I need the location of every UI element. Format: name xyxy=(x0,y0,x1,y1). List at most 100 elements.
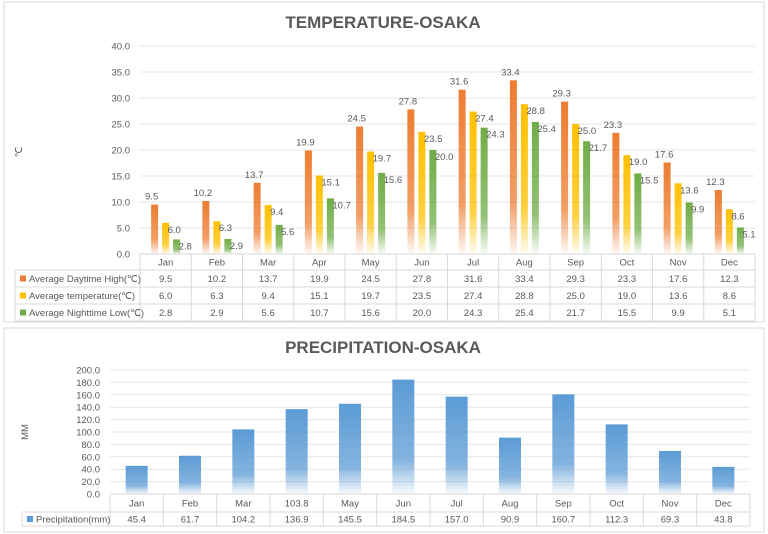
bar-jun xyxy=(429,150,437,254)
bar-dec xyxy=(725,209,733,254)
bar-nov xyxy=(685,202,693,254)
y-tick-label: 30.0 xyxy=(112,94,131,105)
data-label: 29.3 xyxy=(552,89,571,100)
bar-dec xyxy=(712,466,735,494)
data-label: 2.8 xyxy=(179,241,192,252)
precipitation-panel xyxy=(3,327,765,533)
y-tick-label: 25.0 xyxy=(112,120,131,131)
category-label: Feb xyxy=(182,499,198,510)
table-cell: 104.2 xyxy=(231,515,255,526)
data-label: 15.6 xyxy=(384,175,403,186)
data-label: 8.6 xyxy=(731,211,744,222)
y-tick-label: 160.0 xyxy=(76,390,100,401)
category-label: 103.8 xyxy=(285,499,309,510)
table-cell: 25.4 xyxy=(515,308,534,319)
legend-entry: Average temperature(℃) xyxy=(29,291,135,302)
data-label: 6.3 xyxy=(219,223,232,234)
y-tick-label: 80.0 xyxy=(82,440,101,451)
category-label: Aug xyxy=(516,258,533,269)
bar-may xyxy=(356,126,364,254)
y-tick-label: 120.0 xyxy=(76,415,100,426)
table-cell: 28.8 xyxy=(515,291,534,302)
category-label: May xyxy=(362,258,380,269)
table-cell: 10.2 xyxy=(208,274,227,285)
bar-jun xyxy=(418,131,426,254)
table-cell: 15.5 xyxy=(618,308,637,319)
data-label: 31.6 xyxy=(450,77,469,88)
table-cell: 19.0 xyxy=(618,291,637,302)
table-cell: 17.6 xyxy=(669,274,688,285)
table-cell: 90.9 xyxy=(501,515,520,526)
table-cell: 19.9 xyxy=(310,274,329,285)
y-tick-label: 180.0 xyxy=(76,378,100,389)
data-label: 13.7 xyxy=(245,170,264,181)
bar-oct xyxy=(634,173,642,254)
table-cell: 24.3 xyxy=(464,308,483,319)
y-tick-label: 0.0 xyxy=(117,250,130,261)
table-cell: 20.0 xyxy=(413,308,432,319)
precipitation-ylabel: MM xyxy=(20,424,31,440)
y-tick-label: 140.0 xyxy=(76,403,100,414)
bar-sep xyxy=(552,394,575,494)
table-cell: 21.7 xyxy=(566,308,585,319)
legend-entry: Average Nighttime Low(℃) xyxy=(29,308,144,319)
table-cell: 9.9 xyxy=(672,308,685,319)
data-label: 15.1 xyxy=(321,177,340,188)
table-cell: 2.8 xyxy=(159,308,172,319)
table-cell: 24.5 xyxy=(361,274,380,285)
y-tick-label: 10.0 xyxy=(112,198,131,209)
data-label: 20.0 xyxy=(435,152,454,163)
data-label: 19.9 xyxy=(296,138,315,149)
bar-nov xyxy=(674,183,682,254)
category-label: Sep xyxy=(567,258,584,269)
table-cell: 13.7 xyxy=(259,274,278,285)
data-label: 10.2 xyxy=(194,188,213,199)
table-cell: 13.6 xyxy=(669,291,688,302)
bar-apr xyxy=(326,198,334,254)
table-cell: 112.3 xyxy=(605,515,628,526)
data-label: 28.8 xyxy=(526,106,545,117)
table-cell: 15.6 xyxy=(361,308,380,319)
data-label: 24.5 xyxy=(347,114,366,125)
table-cell: 184.5 xyxy=(391,515,415,526)
category-label: Oct xyxy=(619,258,634,269)
data-label: 25.0 xyxy=(578,126,597,137)
data-label: 2.9 xyxy=(230,241,243,252)
data-label: 19.0 xyxy=(629,157,648,168)
data-label: 5.1 xyxy=(742,229,755,240)
category-label: Jan xyxy=(158,258,173,269)
bar-feb xyxy=(224,238,232,254)
bar-nov xyxy=(659,451,681,494)
table-cell: 19.7 xyxy=(361,291,380,302)
table-cell: 5.1 xyxy=(723,308,736,319)
category-label: Jul xyxy=(467,258,479,269)
legend-swatch xyxy=(20,292,26,299)
bar-oct xyxy=(612,132,620,254)
bar-jul xyxy=(445,396,468,494)
category-label: Mar xyxy=(235,499,251,510)
table-cell: 145.5 xyxy=(338,515,362,526)
category-label: Jan xyxy=(129,499,144,510)
y-tick-label: 0.0 xyxy=(87,490,100,501)
bar-jun xyxy=(407,109,415,254)
table-cell: 15.1 xyxy=(310,291,329,302)
temperature-title: TEMPERATURE-OSAKA xyxy=(285,13,480,32)
category-label: Oct xyxy=(609,499,624,510)
table-cell: 69.3 xyxy=(661,515,680,526)
table-cell: 136.9 xyxy=(285,515,309,526)
bar-aug xyxy=(509,80,517,254)
data-label: 6.0 xyxy=(168,225,181,236)
data-label: 24.3 xyxy=(486,130,505,141)
bar-oct xyxy=(623,155,631,254)
bar-feb xyxy=(179,455,201,494)
data-label: 21.7 xyxy=(589,143,608,154)
table-cell: 61.7 xyxy=(181,515,200,526)
table-cell: 25.0 xyxy=(566,291,585,302)
table-cell: 5.6 xyxy=(262,308,275,319)
bar-jul xyxy=(480,127,488,254)
table-cell: 29.3 xyxy=(566,274,585,285)
bar-jun xyxy=(392,379,415,494)
y-tick-label: 200.0 xyxy=(76,366,100,377)
bar-apr xyxy=(315,175,323,254)
